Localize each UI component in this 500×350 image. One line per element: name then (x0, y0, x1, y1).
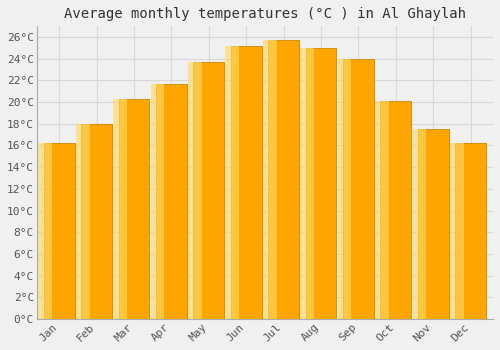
Bar (418, 129, 448, 319)
Bar (188, 62, 202, 319)
Bar (268, 40, 299, 319)
Bar (194, 62, 224, 319)
Title: Average monthly temperatures (°C ) in Al Ghaylah: Average monthly temperatures (°C ) in Al… (64, 7, 466, 21)
Bar (380, 101, 411, 319)
Bar (412, 129, 426, 319)
Bar (456, 143, 486, 319)
Bar (76, 124, 90, 319)
Bar (343, 59, 374, 319)
Bar (450, 143, 464, 319)
Bar (118, 99, 150, 319)
Bar (231, 46, 262, 319)
Bar (38, 143, 52, 319)
Bar (300, 48, 314, 319)
Bar (226, 46, 239, 319)
Bar (338, 59, 351, 319)
Bar (156, 84, 186, 319)
Bar (81, 124, 112, 319)
Bar (150, 84, 164, 319)
Bar (375, 101, 389, 319)
Bar (306, 48, 336, 319)
Bar (44, 143, 74, 319)
Bar (263, 40, 276, 319)
Bar (114, 99, 127, 319)
